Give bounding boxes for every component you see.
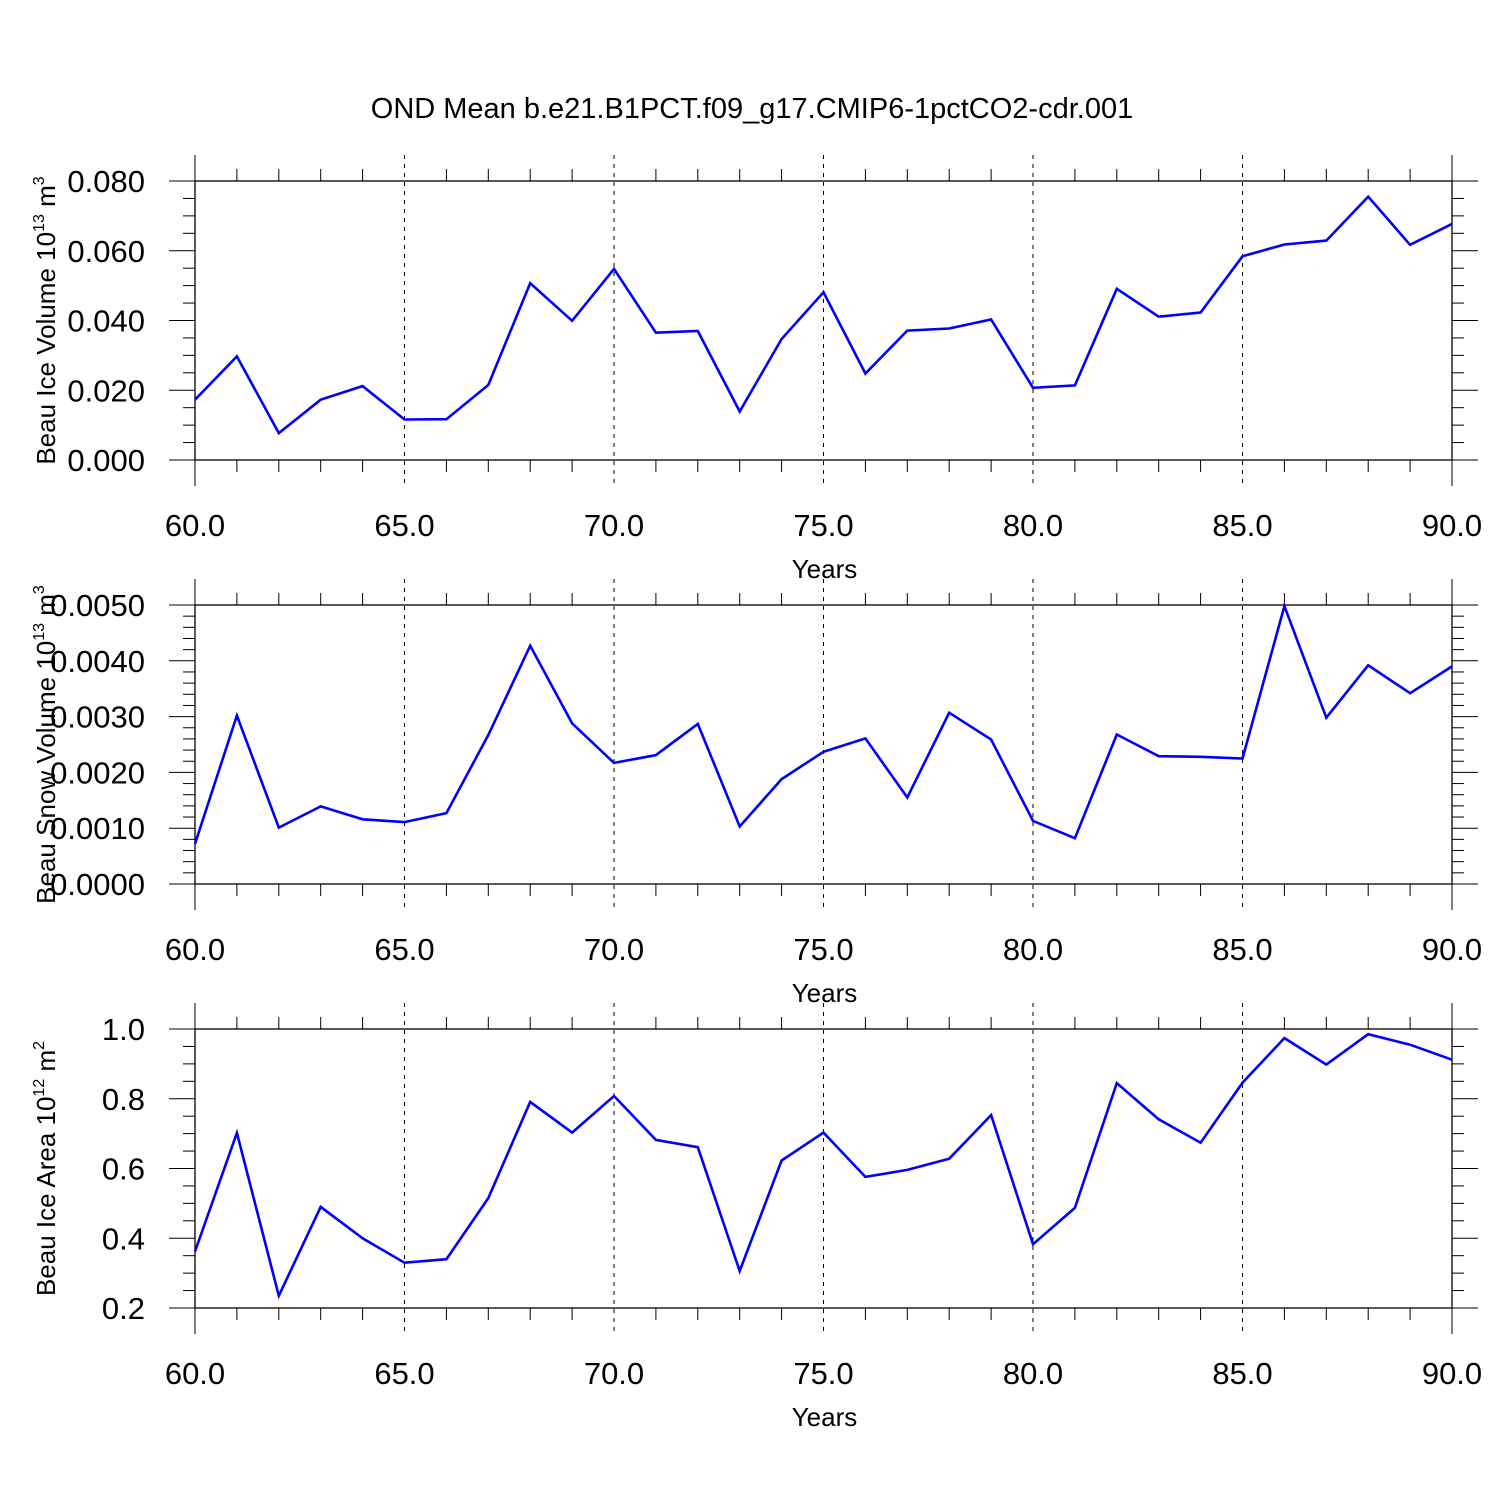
y-axis-title-superscript: 12	[31, 1079, 48, 1097]
x-tick-label: 70.0	[584, 508, 644, 543]
y-axis-title-superscript: 13	[31, 214, 48, 232]
y-tick-label: 0.2	[102, 1291, 145, 1326]
x-tick-label: 85.0	[1212, 508, 1272, 543]
x-axis-title: Years	[792, 978, 858, 1008]
panel-ice-volume: 0.000 0.020 0.040 0.060 0.080 60.0 65.0 70.0 75.…	[31, 155, 1482, 584]
x-tick-label: 80.0	[1003, 932, 1063, 967]
y-tick-label: 0.0020	[50, 755, 145, 790]
x-tick-label: 80.0	[1003, 508, 1063, 543]
chart-title: OND Mean b.e21.B1PCT.f09_g17.CMIP6-1pctC…	[371, 93, 1133, 125]
y-tick-label: 0.0040	[50, 644, 145, 679]
y-tick-label: 0.0050	[50, 588, 145, 623]
y-tick-label: 1.0	[102, 1012, 145, 1047]
y-tick-label: 0.0010	[50, 811, 145, 846]
x-tick-label: 65.0	[374, 932, 434, 967]
y-axis-title-part: m	[31, 185, 61, 214]
x-tick-label: 90.0	[1422, 508, 1482, 543]
x-tick-label: 65.0	[374, 508, 434, 543]
y-tick-label: 0.4	[102, 1221, 145, 1256]
x-tick-label: 75.0	[793, 1356, 853, 1391]
panel-ice-area: 0.2 0.4 0.6 0.8 1.0 60.0 65.0 70.0 75.0 80.0 85.0 9…	[31, 1003, 1482, 1432]
series-line-snow-volume	[193, 601, 1453, 845]
y-axis-title: Beau Ice Volume 1013 m3	[31, 176, 61, 464]
y-axis-title: Beau Snow Volume 1013 m3	[31, 585, 61, 904]
y-tick-label: 0.000	[67, 443, 145, 478]
x-tick-label: 60.0	[165, 932, 225, 967]
x-tick-label: 85.0	[1212, 932, 1272, 967]
y-axis-title: Beau Ice Area 1012 m2	[31, 1041, 61, 1296]
plot-frame	[194, 180, 1453, 461]
y-axis-title-part: m	[31, 594, 61, 623]
y-axis-title-superscript: 3	[31, 176, 48, 185]
series-line-ice-area	[193, 1032, 1453, 1300]
y-axis-title-part: Beau Ice Volume 10	[31, 232, 61, 465]
x-tick-label: 85.0	[1212, 1356, 1272, 1391]
x-tick-label: 80.0	[1003, 1356, 1063, 1391]
y-tick-label: 0.0030	[50, 700, 145, 735]
x-tick-label: 65.0	[374, 1356, 434, 1391]
x-tick-label: 75.0	[793, 508, 853, 543]
y-tick-label: 0.060	[67, 234, 145, 269]
x-tick-label: 70.0	[584, 932, 644, 967]
plot-frame	[194, 1028, 1453, 1309]
plot-frame	[194, 604, 1453, 885]
y-axis-title-superscript: 3	[31, 585, 48, 594]
x-tick-label: 90.0	[1422, 1356, 1482, 1391]
y-tick-label: 0.080	[67, 164, 145, 199]
x-tick-label: 90.0	[1422, 932, 1482, 967]
x-tick-label: 70.0	[584, 1356, 644, 1391]
y-axis-title-part: Beau Snow Volume 10	[31, 641, 61, 904]
y-axis-title-superscript: 2	[31, 1041, 48, 1050]
y-tick-label: 0.040	[67, 304, 145, 339]
y-tick-label: 0.0000	[50, 867, 145, 902]
x-tick-label: 60.0	[165, 508, 225, 543]
y-tick-label: 0.6	[102, 1152, 145, 1187]
x-tick-label: 75.0	[793, 932, 853, 967]
x-axis-title: Years	[792, 554, 858, 584]
y-axis-title-part: m	[31, 1050, 61, 1079]
y-axis-title-part: Beau Ice Area 10	[31, 1097, 61, 1296]
panel-snow-volume: 0.0000 0.0010 0.0020 0.0030 0.0040 0.0050 60.0…	[31, 579, 1482, 1008]
y-tick-label: 0.8	[102, 1082, 145, 1117]
y-axis-title-superscript: 13	[31, 623, 48, 641]
series-line-ice-volume	[194, 194, 1453, 436]
y-tick-label: 0.020	[67, 373, 145, 408]
x-tick-label: 60.0	[165, 1356, 225, 1391]
x-axis-title: Years	[792, 1402, 858, 1432]
